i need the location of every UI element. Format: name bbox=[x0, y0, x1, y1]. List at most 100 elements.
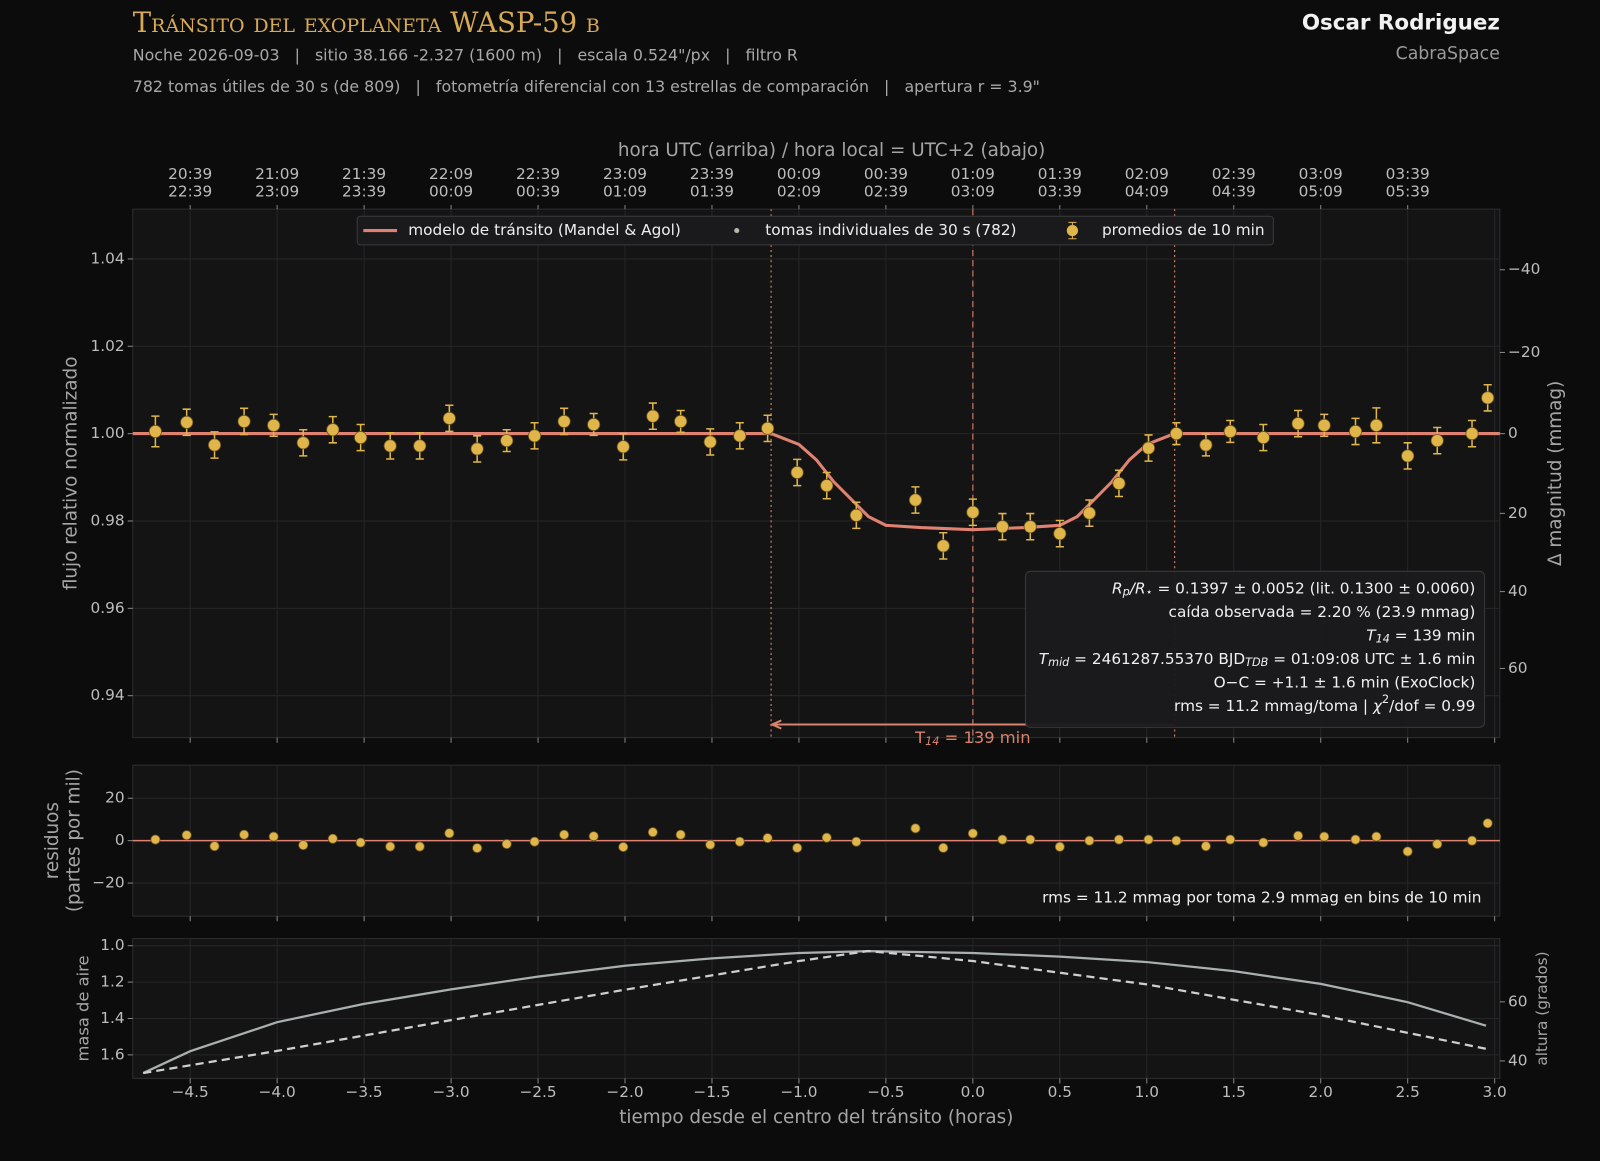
series-line bbox=[143, 949, 1487, 1075]
data-point bbox=[355, 837, 366, 848]
data-point bbox=[1200, 841, 1211, 852]
y-tick-label: 1.2 bbox=[100, 973, 124, 991]
data-point bbox=[1291, 417, 1305, 431]
data-point bbox=[733, 429, 747, 443]
y2-tick-label: 40 bbox=[1508, 582, 1527, 600]
y-tick-label: 1.4 bbox=[100, 1009, 124, 1027]
text-part: caída observada = 2.20 % (23.9 mmag) bbox=[1169, 603, 1476, 621]
top-tick-label: 02:09 bbox=[1125, 165, 1169, 183]
data-point bbox=[646, 409, 660, 423]
text-part: = 139 min bbox=[939, 727, 1030, 746]
data-point bbox=[936, 539, 950, 553]
data-point bbox=[1467, 835, 1478, 846]
top-tick-label: 02:09 bbox=[777, 182, 821, 200]
legend-label: modelo de tránsito (Mandel & Agol) bbox=[408, 221, 681, 239]
data-point bbox=[734, 836, 745, 847]
y-tick-label: 20 bbox=[105, 789, 124, 807]
top-tick-label: 05:09 bbox=[1299, 182, 1343, 200]
data-point bbox=[849, 508, 863, 522]
text-part: T bbox=[1366, 626, 1377, 644]
top-tick-label: 03:39 bbox=[1386, 165, 1430, 183]
data-point bbox=[1482, 818, 1493, 829]
data-point bbox=[1481, 391, 1495, 405]
data-point bbox=[1113, 834, 1124, 845]
data-point bbox=[761, 421, 775, 435]
data-point bbox=[239, 829, 250, 840]
x-tick-label: −3.5 bbox=[346, 1083, 383, 1101]
info-line: Tmid = 2461287.55370 BJDTDB = 01:09:08 U… bbox=[1039, 650, 1476, 670]
y-tick-label: 0.96 bbox=[91, 599, 125, 617]
top-tick-label: 21:39 bbox=[342, 165, 386, 183]
data-point bbox=[966, 505, 980, 519]
data-point bbox=[762, 833, 773, 844]
y-tick-label: 0.94 bbox=[91, 686, 125, 704]
data-point bbox=[1053, 527, 1067, 541]
text-part: T bbox=[914, 727, 926, 746]
top-tick-label: 01:39 bbox=[690, 182, 734, 200]
data-point bbox=[1054, 841, 1065, 852]
x-tick-label: 1.0 bbox=[1135, 1083, 1159, 1101]
top-tick-label: 23:09 bbox=[255, 182, 299, 200]
y2-tick-label: 60 bbox=[1508, 992, 1527, 1010]
y2-tick-label: 20 bbox=[1508, 504, 1527, 522]
legend-label: promedios de 10 min bbox=[1102, 221, 1265, 239]
text-part: O−C = +1.1 ± 1.6 min (ExoClock) bbox=[1214, 673, 1476, 691]
text-part: 14 bbox=[1376, 633, 1390, 646]
info-line: O−C = +1.1 ± 1.6 min (ExoClock) bbox=[1214, 673, 1476, 691]
data-point bbox=[209, 841, 220, 852]
data-point bbox=[1171, 835, 1182, 846]
x-tick-label: −0.5 bbox=[867, 1083, 904, 1101]
data-point bbox=[821, 832, 832, 843]
text-part: TDB bbox=[1245, 656, 1268, 669]
top-tick-label: 00:39 bbox=[864, 165, 908, 183]
x-tick-label: 0.5 bbox=[1048, 1083, 1072, 1101]
data-point bbox=[995, 520, 1009, 534]
x-tick-label: 2.0 bbox=[1309, 1083, 1333, 1101]
data-point bbox=[908, 493, 922, 507]
legend: modelo de tránsito (Mandel & Agol) tomas … bbox=[356, 215, 1274, 246]
data-point bbox=[181, 830, 192, 841]
data-point bbox=[268, 831, 279, 842]
text-part: mid bbox=[1048, 656, 1070, 669]
text-part: p bbox=[1122, 586, 1130, 599]
data-point bbox=[1402, 846, 1413, 857]
data-point bbox=[148, 424, 162, 438]
x-tick-label: −3.0 bbox=[432, 1083, 469, 1101]
y-axis-label: masa de aire bbox=[73, 955, 92, 1061]
top-tick-label: 23:39 bbox=[342, 182, 386, 200]
y2-tick-label: 40 bbox=[1508, 1051, 1527, 1069]
text-part: /R bbox=[1128, 579, 1146, 597]
y-tick-label: 1.0 bbox=[100, 936, 124, 954]
text-part: χ bbox=[1372, 696, 1383, 714]
top-tick-label: 23:39 bbox=[690, 165, 734, 183]
y-tick-label: 0.98 bbox=[91, 511, 125, 529]
data-point bbox=[528, 429, 542, 443]
top-tick-label: 00:09 bbox=[429, 182, 473, 200]
data-point bbox=[529, 836, 540, 847]
arrow-label: T14 = 139 min bbox=[914, 727, 1030, 748]
legend-swatch bbox=[1066, 224, 1079, 237]
data-point bbox=[1141, 441, 1156, 455]
organization: CabraSpace bbox=[1396, 44, 1500, 64]
data-point bbox=[1223, 424, 1237, 438]
top-tick-label: 01:09 bbox=[951, 165, 995, 183]
text-part: 14 bbox=[925, 735, 939, 748]
data-point bbox=[705, 839, 716, 850]
top-tick-label: 05:39 bbox=[1386, 182, 1430, 200]
y-axis-label: residuos bbox=[42, 802, 63, 879]
top-tick-label: 02:39 bbox=[864, 182, 908, 200]
text-part: /dof = 0.99 bbox=[1389, 696, 1475, 714]
text-part: = 0.1397 ± 0.0052 (lit. 0.1300 ± 0.0060) bbox=[1153, 579, 1476, 597]
data-point bbox=[472, 843, 483, 854]
y2-tick-label: −20 bbox=[1508, 343, 1540, 361]
top-tick-label: 21:09 bbox=[255, 165, 299, 183]
data-point bbox=[616, 440, 630, 454]
top-tick-label: 02:39 bbox=[1212, 165, 1256, 183]
x-tick-label: −4.5 bbox=[172, 1083, 209, 1101]
data-point bbox=[501, 839, 512, 850]
top-axis-label: hora UTC (arriba) / hora local = UTC+2 (… bbox=[618, 140, 1045, 161]
data-point bbox=[1084, 835, 1095, 846]
top-tick-label: 00:39 bbox=[516, 182, 560, 200]
